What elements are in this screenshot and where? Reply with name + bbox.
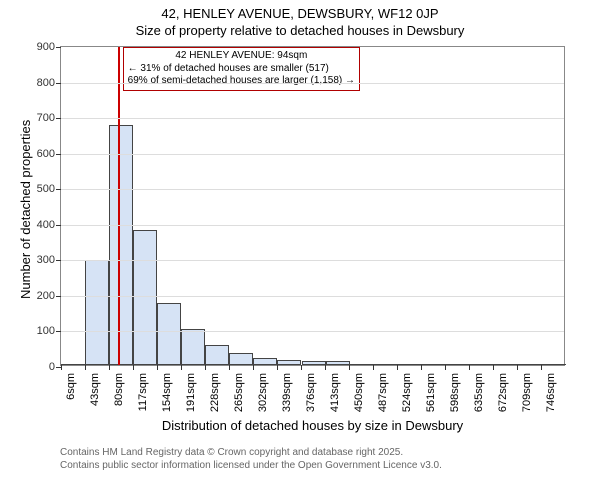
x-tick-label: 80sqm — [113, 373, 125, 406]
plot-wrap: 42 HENLEY AVENUE: 94sqm ← 31% of detache… — [60, 46, 565, 366]
histogram-bar — [470, 364, 494, 365]
x-tick-label: 598sqm — [449, 373, 461, 412]
x-tick-label: 561sqm — [425, 373, 437, 412]
histogram-bar — [277, 360, 301, 365]
title-line-2: Size of property relative to detached ho… — [0, 23, 600, 38]
x-tick-label: 6sqm — [65, 373, 77, 400]
histogram-bar — [253, 358, 277, 365]
y-tick-label: 200 — [37, 290, 55, 302]
histogram-bar — [398, 364, 422, 365]
x-tick-label: 154sqm — [161, 373, 173, 412]
title-line-1: 42, HENLEY AVENUE, DEWSBURY, WF12 0JP — [0, 6, 600, 21]
y-tick-label: 0 — [49, 361, 55, 373]
y-tick-label: 800 — [37, 77, 55, 89]
x-tick-label: 413sqm — [329, 373, 341, 412]
x-tick-label: 376sqm — [305, 373, 317, 412]
plot-area: 42 HENLEY AVENUE: 94sqm ← 31% of detache… — [60, 46, 565, 366]
x-tick-label: 709sqm — [521, 373, 533, 412]
x-tick-label: 524sqm — [401, 373, 413, 412]
x-tick-label: 487sqm — [377, 373, 389, 412]
caption-line-2: Contains public sector information licen… — [60, 459, 442, 472]
histogram-bar — [326, 361, 350, 365]
y-axis-label: Number of detached properties — [18, 120, 33, 299]
histogram-bar — [181, 329, 205, 365]
y-tick-label: 600 — [37, 148, 55, 160]
x-tick-label: 117sqm — [137, 373, 149, 411]
histogram-bar — [205, 345, 229, 365]
histogram-bar — [61, 364, 85, 365]
property-marker-line — [118, 47, 120, 365]
y-tick-label: 100 — [37, 325, 55, 337]
histogram-bar — [85, 260, 109, 365]
x-axis-label: Distribution of detached houses by size … — [60, 418, 565, 433]
histogram-bar — [302, 361, 326, 365]
y-tick-label: 300 — [37, 254, 55, 266]
gridline-h — [61, 225, 564, 226]
histogram-bar — [229, 353, 253, 365]
x-tick-label: 302sqm — [257, 373, 269, 412]
x-tick-label: 746sqm — [545, 373, 557, 412]
histogram-bar — [446, 364, 470, 365]
x-tick-label: 191sqm — [185, 373, 197, 412]
gridline-h — [61, 83, 564, 84]
x-tick-label: 450sqm — [353, 373, 365, 412]
caption-line-1: Contains HM Land Registry data © Crown c… — [60, 446, 442, 459]
gridline-h — [61, 296, 564, 297]
histogram-bar — [109, 125, 133, 365]
annotation-box: 42 HENLEY AVENUE: 94sqm ← 31% of detache… — [123, 47, 360, 91]
gridline-h — [61, 154, 564, 155]
annotation-line-3: 69% of semi-detached houses are larger (… — [128, 75, 355, 88]
histogram-bar — [350, 364, 374, 365]
histogram-bar — [157, 303, 181, 365]
caption: Contains HM Land Registry data © Crown c… — [60, 446, 442, 472]
histogram-bar — [133, 230, 157, 365]
y-tick-label: 400 — [37, 219, 55, 231]
histogram-bar — [518, 364, 542, 365]
y-tick-label: 500 — [37, 183, 55, 195]
histogram-bar — [422, 364, 446, 365]
annotation-line-1: 42 HENLEY AVENUE: 94sqm — [128, 50, 355, 63]
x-tick-label: 265sqm — [233, 373, 245, 412]
x-tick-label: 228sqm — [209, 373, 221, 412]
y-tick-label: 700 — [37, 112, 55, 124]
gridline-h — [61, 331, 564, 332]
histogram-bar — [542, 364, 566, 365]
bars-layer — [61, 47, 564, 365]
x-tick-label: 339sqm — [281, 373, 293, 412]
gridline-h — [61, 260, 564, 261]
x-tick-label: 43sqm — [89, 373, 101, 406]
histogram-bar — [374, 364, 398, 365]
annotation-line-2: ← 31% of detached houses are smaller (51… — [128, 63, 355, 76]
gridline-h — [61, 118, 564, 119]
y-tick-label: 900 — [37, 41, 55, 53]
title-block: 42, HENLEY AVENUE, DEWSBURY, WF12 0JP Si… — [0, 0, 600, 38]
x-tick-label: 672sqm — [497, 373, 509, 412]
x-tick-label: 635sqm — [473, 373, 485, 412]
gridline-h — [61, 189, 564, 190]
histogram-bar — [494, 364, 518, 365]
